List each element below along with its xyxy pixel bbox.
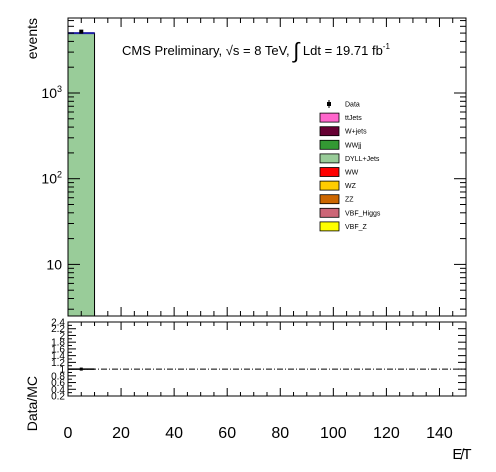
histogram-bar-dyll-jets bbox=[67, 32, 96, 317]
x-tick-label: 0 bbox=[64, 425, 73, 442]
x-tick-label: 80 bbox=[271, 425, 289, 442]
main-y-tick-label: 10 bbox=[46, 256, 62, 272]
legend-label: W+jets bbox=[345, 129, 367, 136]
legend-label: WW bbox=[345, 170, 359, 177]
legend-swatch bbox=[319, 112, 340, 123]
main-y-tick-label: 102 bbox=[41, 170, 62, 187]
legend-label: DYLL+Jets bbox=[345, 156, 380, 163]
legend-label: VBF_Higgs bbox=[345, 210, 381, 217]
x-tick-label: 20 bbox=[112, 425, 130, 442]
header-sqrts: √s bbox=[226, 43, 240, 58]
header-label: CMS Preliminary, √s = 8 TeV, ∫ Ldt = 19.… bbox=[122, 38, 390, 63]
ratio-y-tick-label: 1.6 bbox=[51, 344, 65, 355]
legend-label: ttJets bbox=[345, 115, 362, 122]
legend-swatch bbox=[319, 153, 340, 164]
legend-swatch bbox=[319, 207, 340, 218]
main-y-tick-label: 103 bbox=[41, 84, 62, 101]
legend-label: WWjj bbox=[345, 142, 362, 149]
ratio-y-tick-label: 1 bbox=[59, 365, 65, 376]
legend-swatch bbox=[319, 221, 340, 232]
legend-data-marker bbox=[327, 102, 331, 106]
ratio-y-tick-label: 2 bbox=[59, 331, 65, 342]
integral-sign: ∫ bbox=[291, 38, 301, 63]
ratio-y-axis-title: Data/MC bbox=[24, 376, 40, 431]
ratio-y-tick-label: 1.8 bbox=[51, 338, 65, 349]
header-energy: = 8 TeV, bbox=[239, 43, 293, 58]
x-tick-label: 140 bbox=[426, 425, 453, 442]
legend: Data ttJets W+jets WWjj DYLL+Jets WW WZ ZZ VBF_H… bbox=[319, 100, 381, 232]
main-plot-frame bbox=[67, 17, 467, 317]
data-point-marker bbox=[79, 29, 84, 34]
legend-label: Data bbox=[345, 102, 360, 109]
ratio-y-tick-label: 0.2 bbox=[51, 392, 65, 403]
legend-swatch bbox=[319, 180, 340, 191]
ratio-y-tick-label: 0.4 bbox=[51, 385, 65, 396]
legend-label: ZZ bbox=[345, 197, 354, 204]
x-tick-label: 40 bbox=[165, 425, 183, 442]
x-tick-label: 100 bbox=[320, 425, 347, 442]
x-tick-label: 120 bbox=[373, 425, 400, 442]
ratio-y-tick-label: 1.4 bbox=[51, 351, 65, 362]
ratio-y-tick-label: 2.4 bbox=[51, 318, 65, 329]
header-lumi: Ldt = 19.71 fb bbox=[299, 43, 382, 58]
legend-swatch bbox=[319, 126, 340, 137]
ratio-y-tick-label: 1.2 bbox=[51, 358, 65, 369]
ratio-y-tick-label: 2.2 bbox=[51, 324, 65, 335]
header-lumi-exponent: -1 bbox=[383, 42, 391, 51]
legend-label: WZ bbox=[345, 183, 357, 190]
legend-swatch bbox=[319, 139, 340, 150]
legend-label: VBF_Z bbox=[345, 224, 368, 231]
main-panel: 10 102 103 bbox=[41, 17, 467, 317]
legend-swatch bbox=[319, 167, 340, 177]
x-tick-label: 60 bbox=[218, 425, 236, 442]
main-y-axis-title: events bbox=[24, 18, 40, 59]
legend-swatch bbox=[319, 194, 340, 205]
ratio-panel: 0.20.40.60.811.21.41.61.822.22.4 0 20 40 60 8… bbox=[51, 318, 467, 442]
ratio-point-marker bbox=[79, 367, 83, 371]
ratio-y-tick-label: 0.8 bbox=[51, 371, 65, 382]
x-axis-title: E̸T bbox=[452, 446, 471, 463]
ratio-y-tick-label: 0.6 bbox=[51, 378, 65, 389]
ratio-plot-frame bbox=[67, 321, 467, 397]
header-prefix: CMS Preliminary, bbox=[122, 43, 226, 58]
